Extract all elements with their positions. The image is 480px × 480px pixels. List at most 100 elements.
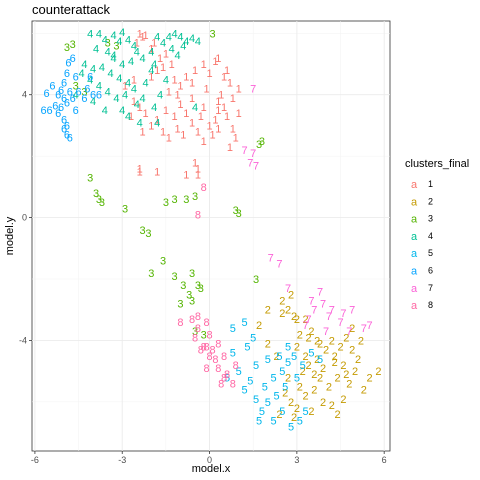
data-point-cluster-1: 1 bbox=[160, 127, 166, 139]
data-point-cluster-2: 2 bbox=[303, 351, 309, 363]
data-point-cluster-1: 1 bbox=[131, 74, 137, 86]
data-point-cluster-1: 1 bbox=[183, 108, 189, 120]
data-point-cluster-2: 2 bbox=[317, 339, 323, 351]
data-point-cluster-2: 2 bbox=[332, 351, 338, 363]
data-point-cluster-4: 4 bbox=[125, 111, 131, 123]
data-point-cluster-1: 1 bbox=[172, 111, 178, 123]
data-point-cluster-8: 8 bbox=[224, 369, 230, 381]
data-point-cluster-3: 3 bbox=[160, 256, 166, 268]
data-point-cluster-5: 5 bbox=[300, 360, 306, 372]
data-point-cluster-8: 8 bbox=[204, 363, 210, 375]
data-point-cluster-8: 8 bbox=[230, 378, 236, 390]
data-point-cluster-4: 4 bbox=[96, 81, 102, 93]
data-point-cluster-5: 5 bbox=[244, 342, 250, 354]
data-point-cluster-5: 5 bbox=[282, 382, 288, 394]
legend: a 1a 2a 3a 4a 5a 6a 7a 8 bbox=[411, 179, 433, 312]
data-point-cluster-1: 1 bbox=[137, 102, 143, 114]
data-point-cluster-5: 5 bbox=[297, 415, 303, 427]
data-point-cluster-1: 1 bbox=[206, 120, 212, 132]
data-point-cluster-4: 4 bbox=[87, 28, 93, 40]
y-axis-title: model.y bbox=[4, 216, 16, 255]
data-point-cluster-6: 6 bbox=[52, 101, 58, 113]
data-point-cluster-1: 1 bbox=[189, 93, 195, 105]
legend-label-2: 2 bbox=[428, 196, 433, 206]
data-point-cluster-5: 5 bbox=[250, 332, 256, 344]
data-point-cluster-1: 1 bbox=[163, 48, 169, 60]
data-point-cluster-5: 5 bbox=[253, 394, 259, 406]
data-point-cluster-2: 2 bbox=[285, 305, 291, 317]
data-point-cluster-4: 4 bbox=[157, 90, 163, 102]
data-point-cluster-2: 2 bbox=[311, 385, 317, 397]
data-point-cluster-8: 8 bbox=[201, 342, 207, 354]
data-point-cluster-3: 3 bbox=[73, 81, 79, 93]
data-point-cluster-8: 8 bbox=[206, 329, 212, 341]
data-point-cluster-2: 2 bbox=[288, 289, 294, 301]
data-point-cluster-7: 7 bbox=[329, 305, 335, 317]
data-point-cluster-2: 2 bbox=[291, 412, 297, 424]
legend-label-6: 6 bbox=[428, 266, 433, 276]
data-point-cluster-5: 5 bbox=[230, 323, 236, 335]
data-point-cluster-6: 6 bbox=[61, 124, 67, 136]
data-point-cluster-1: 1 bbox=[192, 157, 198, 169]
data-point-cluster-1: 1 bbox=[221, 102, 227, 114]
data-point-cluster-4: 4 bbox=[174, 50, 180, 62]
data-point-cluster-8: 8 bbox=[218, 378, 224, 390]
data-point-cluster-4: 4 bbox=[125, 34, 131, 46]
data-point-cluster-1: 1 bbox=[212, 114, 218, 126]
data-point-cluster-1: 1 bbox=[131, 96, 137, 108]
data-point-cluster-3: 3 bbox=[99, 197, 105, 209]
data-point-cluster-5: 5 bbox=[241, 385, 247, 397]
data-point-cluster-3: 3 bbox=[70, 39, 76, 51]
data-point-cluster-4: 4 bbox=[154, 31, 160, 43]
y-tick-label: 0 bbox=[22, 213, 27, 223]
data-point-cluster-3: 3 bbox=[122, 203, 128, 215]
data-point-cluster-4: 4 bbox=[131, 41, 137, 53]
data-point-cluster-8: 8 bbox=[201, 182, 207, 194]
data-point-cluster-1: 1 bbox=[215, 105, 221, 117]
data-point-cluster-4: 4 bbox=[96, 28, 102, 40]
data-point-cluster-8: 8 bbox=[195, 210, 201, 222]
data-point-cluster-1: 1 bbox=[122, 81, 128, 93]
legend-key-5: a bbox=[411, 248, 418, 260]
data-point-cluster-8: 8 bbox=[215, 339, 221, 351]
data-point-cluster-6: 6 bbox=[46, 105, 52, 117]
data-point-cluster-2: 2 bbox=[265, 305, 271, 317]
data-point-cluster-2: 2 bbox=[343, 332, 349, 344]
data-point-cluster-8: 8 bbox=[192, 332, 198, 344]
data-point-cluster-1: 1 bbox=[236, 108, 242, 120]
data-point-cluster-4: 4 bbox=[110, 30, 116, 42]
data-point-cluster-7: 7 bbox=[308, 296, 314, 308]
data-point-cluster-7: 7 bbox=[317, 286, 323, 298]
data-point-cluster-2: 2 bbox=[352, 366, 358, 378]
data-point-cluster-1: 1 bbox=[154, 167, 160, 179]
data-point-cluster-5: 5 bbox=[271, 415, 277, 427]
data-point-cluster-4: 4 bbox=[90, 96, 96, 108]
data-point-cluster-7: 7 bbox=[253, 160, 259, 172]
data-point-cluster-2: 2 bbox=[303, 391, 309, 403]
data-point-cluster-5: 5 bbox=[285, 342, 291, 354]
chart-title: counterattack bbox=[32, 2, 111, 17]
data-point-cluster-4: 4 bbox=[148, 65, 154, 77]
data-point-cluster-6: 6 bbox=[64, 68, 70, 80]
data-point-cluster-5: 5 bbox=[256, 415, 262, 427]
data-point-cluster-2: 2 bbox=[311, 369, 317, 381]
data-point-cluster-4: 4 bbox=[151, 102, 157, 114]
data-point-cluster-6: 6 bbox=[58, 102, 64, 114]
data-point-cluster-4: 4 bbox=[154, 117, 160, 129]
data-point-cluster-4: 4 bbox=[172, 28, 178, 40]
data-point-cluster-6: 6 bbox=[58, 85, 64, 97]
data-point-cluster-5: 5 bbox=[241, 317, 247, 329]
data-point-cluster-4: 4 bbox=[134, 47, 140, 59]
data-point-cluster-2: 2 bbox=[294, 314, 300, 326]
data-point-cluster-5: 5 bbox=[285, 357, 291, 369]
legend-key-1: a bbox=[411, 179, 418, 191]
data-point-cluster-6: 6 bbox=[67, 87, 73, 99]
data-point-cluster-4: 4 bbox=[102, 105, 108, 117]
data-point-cluster-3: 3 bbox=[140, 225, 146, 237]
data-point-cluster-6: 6 bbox=[61, 93, 67, 105]
data-point-cluster-4: 4 bbox=[177, 31, 183, 43]
grid-minor bbox=[32, 21, 390, 451]
